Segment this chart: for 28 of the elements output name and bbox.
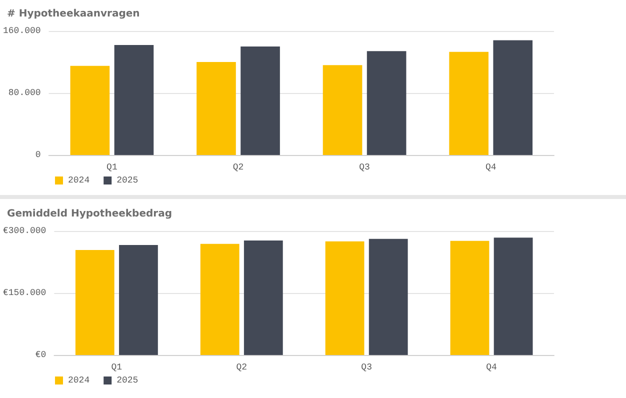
x-tick-label: Q1 [111,362,122,372]
x-tick-label: Q3 [361,362,372,372]
x-tick-label: Q4 [486,362,497,372]
legend-label: 2025 [116,176,138,186]
legend-label: 2024 [68,176,90,186]
bar [114,44,154,155]
legend-label: 2025 [116,376,138,386]
bar [322,65,362,155]
x-tick-label: Q2 [232,162,244,172]
y-tick-label: €150.000 [2,288,46,298]
y-tick-label: 80.000 [8,88,41,98]
x-tick-label: Q2 [236,362,248,372]
legend-label: 2024 [68,376,90,386]
x-tick-label: Q3 [359,162,370,172]
chart-title: # Hypotheekaanvragen [7,8,140,20]
bar [196,62,236,155]
y-tick-label: €300.000 [2,226,46,236]
y-tick-label: 160.000 [2,26,41,36]
bar [366,51,406,155]
y-tick-label: €0 [35,350,46,360]
x-tick-label: Q1 [106,162,118,172]
bar [493,40,533,155]
x-tick-label: Q4 [485,162,496,172]
bar [240,46,280,155]
bar [70,66,110,155]
y-tick-label: 0 [35,150,41,160]
chart-title: Gemiddeld Hypotheekbedrag [7,208,172,220]
bar [449,52,488,155]
